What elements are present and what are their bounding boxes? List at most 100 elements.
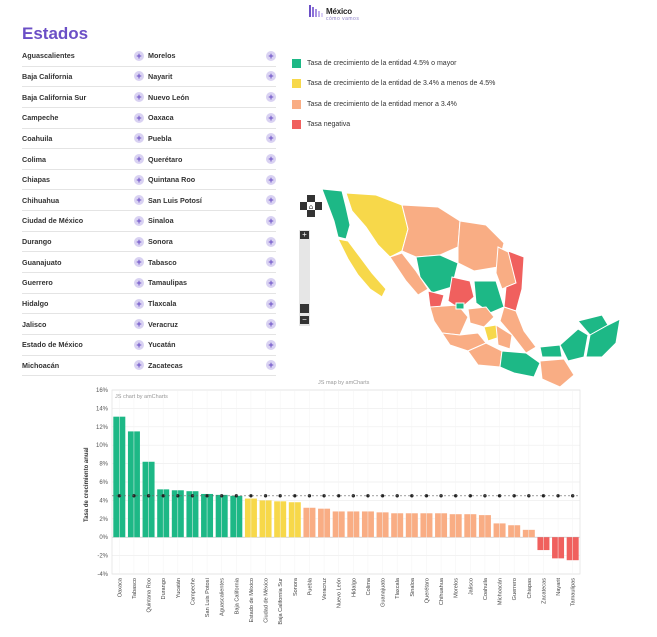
expand-plus-icon[interactable]: +: [266, 154, 276, 165]
state-row[interactable]: Sonora +: [148, 232, 276, 253]
expand-plus-icon[interactable]: +: [134, 71, 144, 82]
map-state-aguascalientes[interactable]: [455, 302, 465, 310]
expand-plus-icon[interactable]: +: [134, 319, 144, 330]
state-row[interactable]: Coahuila +: [22, 129, 148, 150]
expand-plus-icon[interactable]: +: [134, 277, 144, 288]
zoom-slider-handle[interactable]: [300, 304, 309, 313]
x-tick-label: Guanajuato: [381, 578, 387, 607]
map-state-chihuahua[interactable]: [401, 204, 461, 258]
state-row[interactable]: Colima +: [22, 149, 148, 170]
state-row[interactable]: Guanajuato +: [22, 252, 148, 274]
state-row[interactable]: Sinaloa +: [148, 211, 276, 232]
expand-plus-icon[interactable]: +: [266, 92, 276, 103]
expand-plus-icon[interactable]: +: [266, 319, 276, 330]
expand-plus-icon[interactable]: +: [134, 257, 144, 268]
map-home-button[interactable]: [307, 202, 315, 210]
state-row[interactable]: San Luis Potosí +: [148, 190, 276, 212]
expand-plus-icon[interactable]: +: [134, 50, 144, 61]
expand-plus-icon[interactable]: +: [266, 174, 276, 185]
expand-plus-icon[interactable]: +: [266, 298, 276, 309]
x-tick-label: Tlaxcala: [395, 577, 401, 599]
x-tick-label: Durango: [161, 578, 167, 599]
reference-point: [366, 494, 370, 498]
map-state-tabasco[interactable]: [539, 344, 563, 358]
expand-plus-icon[interactable]: +: [134, 236, 144, 247]
expand-plus-icon[interactable]: +: [134, 339, 144, 350]
map-state-quintana-roo[interactable]: [585, 318, 621, 358]
x-tick-label: Guerrero: [512, 578, 518, 600]
expand-plus-icon[interactable]: +: [134, 133, 144, 144]
map-state-san-luis-potosi[interactable]: [473, 280, 505, 314]
state-row[interactable]: Baja California +: [22, 67, 148, 88]
state-row[interactable]: Puebla +: [148, 129, 276, 150]
expand-plus-icon[interactable]: +: [266, 50, 276, 61]
mexico-states-map[interactable]: [290, 185, 630, 390]
map-state-chiapas[interactable]: [539, 358, 575, 388]
map-state-zacatecas[interactable]: [447, 276, 475, 310]
chart-credit: JS chart by amCharts: [115, 394, 168, 400]
state-row[interactable]: Guerrero +: [22, 273, 148, 294]
expand-plus-icon[interactable]: +: [266, 133, 276, 144]
state-row[interactable]: Michoacán +: [22, 356, 148, 377]
state-name: Michoacán: [22, 360, 60, 370]
expand-plus-icon[interactable]: +: [266, 215, 276, 226]
state-row[interactable]: Hidalgo +: [22, 294, 148, 315]
reference-point: [205, 494, 209, 498]
state-row[interactable]: Nayarit +: [148, 67, 276, 88]
map-zoom-slider[interactable]: + −: [299, 230, 310, 326]
state-row[interactable]: Oaxaca +: [148, 108, 276, 129]
expand-plus-icon[interactable]: +: [134, 174, 144, 185]
map-pan-control[interactable]: ⌂: [300, 195, 322, 222]
y-tick-label: 2%: [99, 517, 108, 523]
expand-plus-icon[interactable]: +: [134, 195, 144, 206]
map-state-campeche[interactable]: [559, 328, 589, 362]
expand-plus-icon[interactable]: +: [266, 339, 276, 350]
state-row[interactable]: Chiapas +: [22, 170, 148, 191]
state-row[interactable]: Estado de México +: [22, 335, 148, 356]
zoom-in-button[interactable]: +: [300, 231, 309, 239]
state-row[interactable]: Jalisco +: [22, 314, 148, 335]
map-state-veracruz[interactable]: [499, 306, 537, 354]
expand-plus-icon[interactable]: +: [134, 112, 144, 123]
map-state-sinaloa[interactable]: [389, 252, 429, 296]
expand-plus-icon[interactable]: +: [134, 360, 144, 371]
state-row[interactable]: Aguascalientes +: [22, 46, 148, 67]
expand-plus-icon[interactable]: +: [266, 277, 276, 288]
map-state-oaxaca[interactable]: [499, 350, 541, 378]
state-row[interactable]: Yucatán +: [148, 335, 276, 356]
x-tick-label: Coahuila: [483, 577, 489, 600]
zoom-out-button[interactable]: −: [300, 316, 309, 324]
state-row[interactable]: Quintana Roo +: [148, 170, 276, 191]
state-row[interactable]: Baja California Sur +: [22, 87, 148, 108]
expand-plus-icon[interactable]: +: [134, 298, 144, 309]
state-row[interactable]: Zacatecas +: [148, 356, 276, 377]
state-row[interactable]: Tamaulipas +: [148, 273, 276, 294]
legend-item: Tasa negativa: [292, 115, 495, 136]
expand-plus-icon[interactable]: +: [266, 257, 276, 268]
expand-plus-icon[interactable]: +: [266, 360, 276, 371]
state-row[interactable]: Veracruz +: [148, 314, 276, 335]
expand-plus-icon[interactable]: +: [134, 154, 144, 165]
y-tick-label: 0%: [99, 535, 108, 541]
state-row[interactable]: Tlaxcala +: [148, 294, 276, 315]
map-state-coahuila[interactable]: [457, 220, 505, 272]
map-state-baja-california-sur[interactable]: [337, 238, 387, 298]
map-state-puebla[interactable]: [495, 324, 513, 350]
state-row[interactable]: Campeche +: [22, 108, 148, 129]
map-state-guanajuato[interactable]: [467, 306, 495, 328]
expand-plus-icon[interactable]: +: [266, 71, 276, 82]
map-state-baja-california[interactable]: [321, 188, 351, 240]
expand-plus-icon[interactable]: +: [134, 215, 144, 226]
state-row[interactable]: Nuevo León +: [148, 87, 276, 108]
state-row[interactable]: Tabasco +: [148, 252, 276, 274]
map-state-sonora[interactable]: [345, 192, 409, 258]
expand-plus-icon[interactable]: +: [266, 236, 276, 247]
expand-plus-icon[interactable]: +: [266, 195, 276, 206]
state-row[interactable]: Querétaro +: [148, 149, 276, 170]
state-row[interactable]: Chihuahua +: [22, 190, 148, 212]
state-row[interactable]: Ciudad de México +: [22, 211, 148, 232]
state-row[interactable]: Morelos +: [148, 46, 276, 67]
expand-plus-icon[interactable]: +: [134, 92, 144, 103]
expand-plus-icon[interactable]: +: [266, 112, 276, 123]
state-row[interactable]: Durango +: [22, 232, 148, 253]
